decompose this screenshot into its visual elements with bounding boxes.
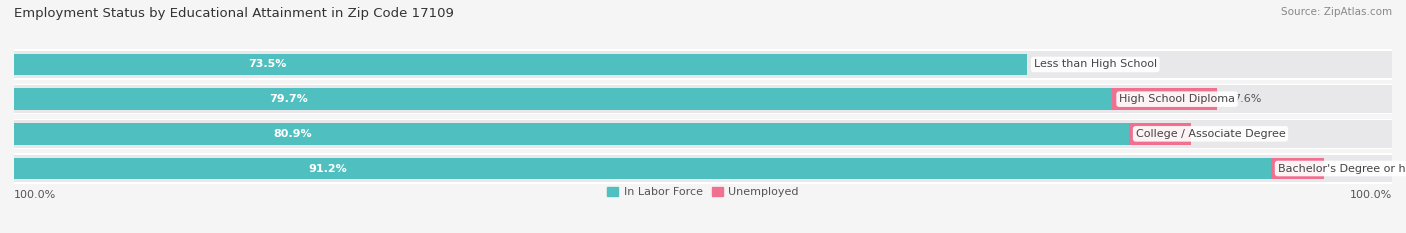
- Text: Bachelor's Degree or higher: Bachelor's Degree or higher: [1278, 164, 1406, 174]
- Text: High School Diploma: High School Diploma: [1119, 94, 1234, 104]
- Bar: [1129, 123, 1191, 145]
- Text: 100.0%: 100.0%: [14, 190, 56, 200]
- Legend: In Labor Force, Unemployed: In Labor Force, Unemployed: [607, 187, 799, 197]
- Bar: [14, 51, 1392, 78]
- Bar: [14, 84, 1392, 114]
- Bar: [1112, 88, 1218, 110]
- Bar: [14, 155, 1392, 182]
- Text: Employment Status by Educational Attainment in Zip Code 17109: Employment Status by Educational Attainm…: [14, 7, 454, 20]
- Bar: [14, 120, 1392, 148]
- Bar: [14, 154, 1392, 184]
- Text: 0.0%: 0.0%: [1043, 59, 1071, 69]
- Text: 91.2%: 91.2%: [309, 164, 347, 174]
- Text: 4.5%: 4.5%: [1208, 129, 1236, 139]
- Bar: [14, 85, 1392, 113]
- Bar: [14, 158, 1271, 179]
- Text: Less than High School: Less than High School: [1033, 59, 1157, 69]
- Text: 7.6%: 7.6%: [1233, 94, 1261, 104]
- Bar: [1271, 158, 1324, 179]
- Text: 100.0%: 100.0%: [1350, 190, 1392, 200]
- Text: College / Associate Degree: College / Associate Degree: [1136, 129, 1285, 139]
- Text: 80.9%: 80.9%: [273, 129, 312, 139]
- Text: 79.7%: 79.7%: [269, 94, 308, 104]
- Bar: [14, 119, 1392, 149]
- Bar: [14, 54, 1026, 75]
- Bar: [14, 123, 1129, 145]
- Text: Source: ZipAtlas.com: Source: ZipAtlas.com: [1281, 7, 1392, 17]
- Text: 3.9%: 3.9%: [1341, 164, 1369, 174]
- Text: 73.5%: 73.5%: [247, 59, 287, 69]
- Bar: [14, 88, 1112, 110]
- Bar: [14, 49, 1392, 79]
